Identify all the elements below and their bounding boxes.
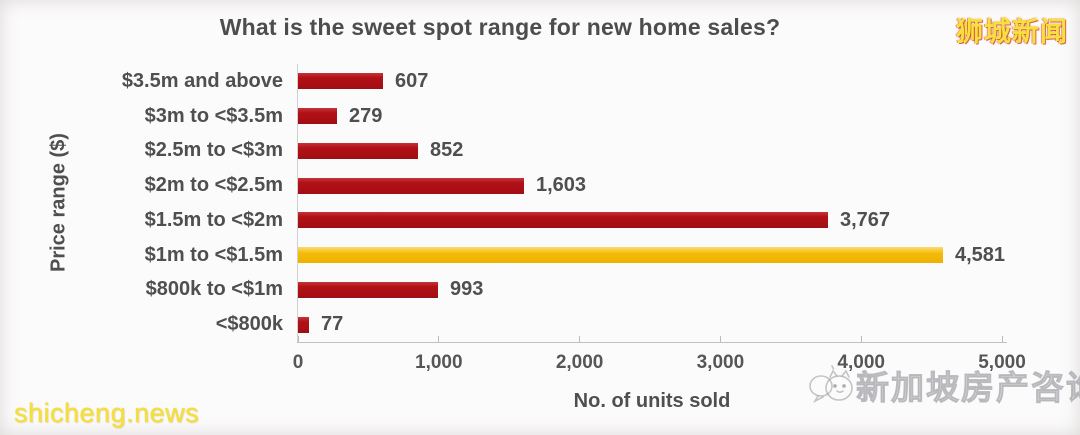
category-label: $1.5m to <$2m (144, 208, 283, 231)
chart-row: $1.5m to <$2m 3,767 (0, 203, 1080, 238)
category-label: <$800k (215, 313, 283, 336)
bar-value-label: 1,603 (536, 174, 587, 197)
x-tick-label: 5,000 (978, 352, 1026, 373)
watermark-bottom-left: shicheng.news (14, 398, 200, 428)
bar-value-label: 993 (450, 278, 484, 301)
bar (298, 73, 383, 90)
chart-row: $1m to <$1.5m 4,581 (0, 238, 1080, 273)
watermark-bottom-right-text: 新加坡房产咨询 (856, 369, 1080, 407)
bar (298, 281, 438, 298)
category-label: $2m to <$2.5m (144, 174, 283, 197)
bar (298, 142, 418, 159)
x-tick-label: 3,000 (696, 352, 745, 373)
chart-row: $800k to <$1m 993 (0, 273, 1080, 308)
x-tick-label: 4,000 (837, 352, 885, 373)
chart-row: $3.5m and above 607 (0, 64, 1080, 99)
x-tick-label: 1,000 (415, 352, 463, 373)
chart-row: $3m to <$3.5m 279 (0, 99, 1080, 134)
watermark-top-right: 狮城新闻 (956, 17, 1068, 47)
category-label: $3m to <$3.5m (144, 104, 283, 127)
bar-value-label: 77 (321, 313, 344, 336)
x-tick-label: 0 (292, 352, 304, 373)
bar-value-label: 3,767 (840, 208, 891, 231)
bar-value-label: 607 (395, 69, 429, 92)
mascot-doodle-icon (809, 365, 853, 403)
y-axis-line (297, 64, 298, 343)
chart-row: <$800k 77 (0, 307, 1080, 342)
x-tick-mark (719, 336, 721, 342)
chart-rows: $3.5m and above 607 $3m to <$3.5m 279 $2.5m … (0, 64, 1080, 342)
category-label: $1m to <$1.5m (144, 243, 283, 266)
x-tick-mark (438, 336, 440, 342)
category-label: $2.5m to <$3m (144, 139, 283, 162)
x-tick-mark (1001, 336, 1003, 342)
bar-value-label: 4,581 (955, 243, 1006, 266)
x-tick-mark (297, 336, 299, 342)
bar (298, 212, 828, 229)
category-label: $800k to <$1m (145, 278, 283, 301)
chart-row: $2.5m to <$3m 852 (0, 134, 1080, 169)
bar (298, 316, 309, 333)
bar (298, 177, 524, 194)
x-tick-mark (860, 336, 862, 342)
bar-value-label: 852 (430, 139, 464, 162)
bar-value-label: 279 (349, 104, 383, 127)
x-tick-label: 2,000 (555, 352, 604, 373)
chart-row: $2m to <$2.5m 1,603 (0, 168, 1080, 203)
category-label: $3.5m and above (121, 69, 283, 92)
bar-highlight (298, 247, 943, 264)
bar (298, 108, 337, 125)
chart-title: What is the sweet spot range for new hom… (219, 14, 781, 40)
x-tick-mark (579, 336, 581, 342)
x-axis-line (297, 342, 1007, 343)
x-axis-title: No. of units sold (573, 390, 731, 412)
watermark-bottom-right: 新加坡房产咨询 (806, 360, 1080, 410)
